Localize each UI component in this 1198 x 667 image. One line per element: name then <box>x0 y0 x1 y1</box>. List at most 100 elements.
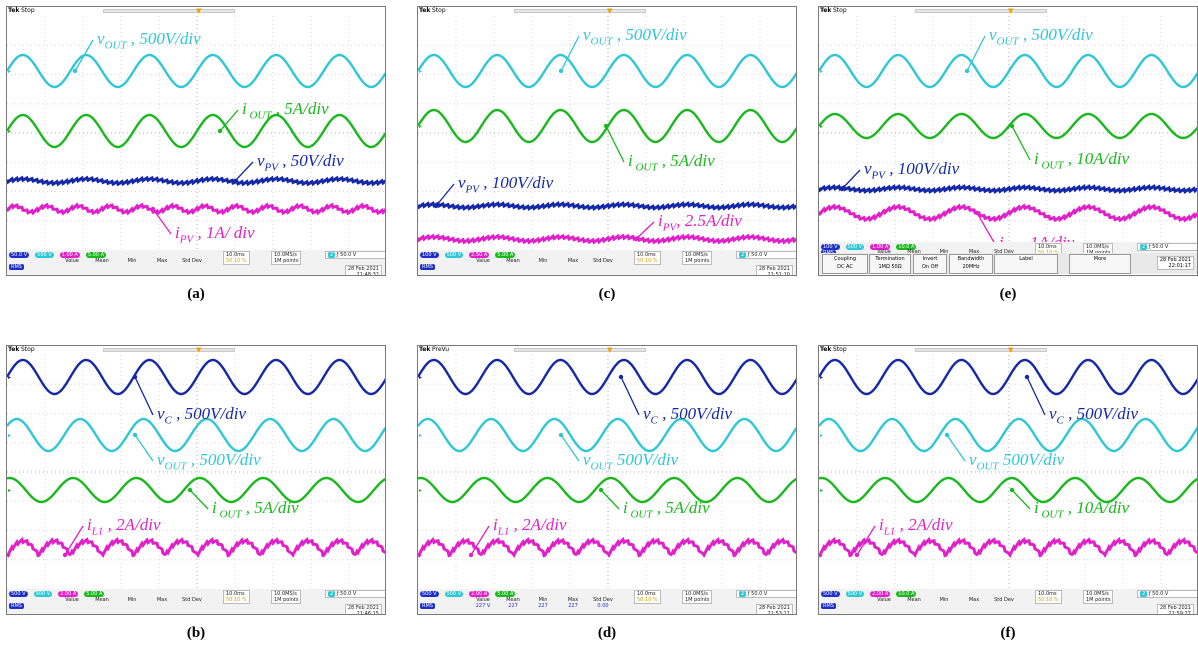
channel-scale-badge[interactable]: 500 V <box>420 591 439 597</box>
trigger-level-box[interactable]: 2 ƒ 50.0 V <box>1137 243 1197 251</box>
menu-button[interactable]: Invert On Off <box>913 254 947 274</box>
arrow-head-icon <box>132 374 138 380</box>
channel-scale-badge[interactable]: 5.00 A <box>85 252 107 258</box>
trace-label: vPV , 50V/div <box>257 151 344 173</box>
trigger-position-icon: ▼ <box>1008 346 1014 354</box>
rms-button[interactable]: RMS <box>420 264 435 270</box>
arrow-head-icon <box>633 236 639 242</box>
scope-panel-f: Tek Stop ▼ ▸ ▸ ▸ ▸ vC , 500V/div vOUT 500V/div i … <box>818 345 1198 647</box>
trace-symbol: i <box>87 515 92 534</box>
measurement-header: Std Dev <box>593 597 613 603</box>
arrow-head-icon <box>558 432 564 438</box>
trigger-position-icon: ▼ <box>196 346 202 354</box>
channel-scale-badge[interactable]: 2.00 A <box>870 591 891 597</box>
channel-scale-badge[interactable]: 500 V <box>821 591 840 597</box>
menu-button[interactable]: Termination 1MΩ 50Ω <box>869 254 911 274</box>
channel-scale-badge[interactable]: 500 V <box>845 244 865 250</box>
menu-button[interactable]: Label <box>994 254 1058 274</box>
menu-button[interactable]: Bandwidth 20MHz <box>949 254 993 274</box>
trace-subscript: OUT <box>976 460 999 473</box>
channel-scale-badge[interactable]: 500 V <box>33 591 53 597</box>
measurement-headers: Value Mean Min Max Std Dev <box>468 597 618 603</box>
trace-subscript: OUT <box>996 35 1019 48</box>
record-view-bar <box>514 9 646 13</box>
trace-symbol: v <box>157 450 165 469</box>
waveform-trace-0 <box>418 358 796 396</box>
trace-symbol: v <box>157 404 165 423</box>
channel-scale-badge[interactable]: 2.00 A <box>58 591 79 597</box>
channel-scale-badge[interactable]: 10.0 A <box>896 591 917 597</box>
waveform-area: ▸ ▸ ▸ ▸ <box>819 355 1197 589</box>
measurement-header: Min <box>939 249 949 255</box>
trace-scale: , 2A/div <box>509 515 567 534</box>
waveform-trace-2 <box>7 476 385 504</box>
panel-letter: (a) <box>187 286 205 302</box>
channel-scale-badge[interactable]: 2.00 A <box>469 591 490 597</box>
channel-marker-icon: ▸ <box>8 68 11 75</box>
trace-subscript: OUT <box>1038 508 1064 521</box>
channel-menu: Coupling DC AC Termination 1MΩ 50Ω Invert On … <box>819 253 1197 274</box>
measurement-header: Std Dev <box>593 258 613 264</box>
trace-subscript: OUT <box>246 109 272 122</box>
waveform-trace-3 <box>819 536 1197 558</box>
trace-label: iPV , 1A/ div <box>175 223 255 245</box>
label-arrow-icon <box>219 109 239 132</box>
channel-marker-icon: ▸ <box>820 210 823 217</box>
channel-scale-badge[interactable]: 50.0 V <box>9 252 30 258</box>
label-arrow-icon <box>966 35 986 72</box>
channel-scale-badge[interactable]: 500 V <box>444 252 464 258</box>
waveform-trace-1 <box>819 112 1197 140</box>
trigger-level-box[interactable]: 2 ƒ 50.0 V <box>736 251 796 259</box>
rms-value: 227 <box>508 603 518 609</box>
channel-scale-badge[interactable]: 1.00 A <box>59 252 80 258</box>
trigger-level-box[interactable]: 2 ƒ 50.0 V <box>736 590 796 598</box>
channel-scale-badge[interactable]: 100 V <box>821 244 840 250</box>
arrow-head-icon <box>854 552 860 558</box>
menu-button[interactable]: More <box>1069 254 1131 274</box>
channel-scale-badge[interactable]: 500 V <box>845 591 865 597</box>
trace-subscript: OUT <box>1038 159 1064 172</box>
waveform-area: ▸ ▸ ▸ ▸ <box>7 16 385 250</box>
channel-scale-badge[interactable]: 2.50 A <box>469 252 490 258</box>
acquisition-mode: Stop <box>21 346 35 353</box>
channel-scale-badge[interactable]: 100 V <box>420 252 439 258</box>
rms-value: 227 <box>568 603 578 609</box>
trigger-level-box[interactable]: 2 ƒ 50.0 V <box>1137 590 1197 598</box>
channel-scale-badge[interactable]: 5.00 A <box>495 252 516 258</box>
channel-scale-badge[interactable]: 500 V <box>444 591 464 597</box>
channel-scale-badge[interactable]: 500 V <box>35 252 54 258</box>
trigger-level-box[interactable]: 2 ƒ 50.0 V <box>325 590 385 598</box>
scope-status-bar: 500 V 500 V 2.00 A 5.00 A Value Mean Min Max Std… <box>7 589 385 614</box>
channel-scale-badge[interactable]: 1.00 A <box>870 244 891 250</box>
scope-panel-e: Tek Stop ▼ ▸ ▸ ▸ ▸ vOUT , 500V/div i OUT , 10A/d… <box>818 6 1198 308</box>
channel-scale-badge[interactable]: 10.0 A <box>896 244 917 250</box>
rms-button[interactable]: RMS <box>420 603 435 609</box>
waveform-trace-3 <box>7 202 385 216</box>
measurement-header: Min <box>127 597 137 603</box>
rms-button[interactable]: RMS <box>821 603 836 609</box>
brand-label: Tek <box>8 7 20 14</box>
trace-subscript: PV <box>179 233 194 246</box>
brand-label: Tek <box>419 7 431 14</box>
trigger-level-box[interactable]: 2 ƒ 50.0 V <box>325 251 385 259</box>
rms-button[interactable]: RMS <box>9 264 24 270</box>
trace-symbol: i <box>212 498 217 517</box>
trace-scale: , 100V/div <box>885 159 960 178</box>
scope-top-bar: Tek Stop ▼ <box>819 7 1197 16</box>
channel-marker-icon: ▸ <box>820 68 823 75</box>
trace-scale: , 2A/div <box>103 515 161 534</box>
rms-button[interactable]: RMS <box>9 603 24 609</box>
waveform-trace-0 <box>819 358 1197 396</box>
waveform-trace-0 <box>7 358 385 396</box>
menu-button[interactable]: Coupling DC AC <box>822 254 868 274</box>
label-arrow-icon <box>620 376 640 416</box>
trace-subscript: OUT <box>216 508 242 521</box>
channel-scale-badge[interactable]: 5.00 A <box>495 591 516 597</box>
channel-scale-badge[interactable]: 500 V <box>9 591 28 597</box>
channel-scale-badge[interactable]: 5.00 A <box>84 591 105 597</box>
